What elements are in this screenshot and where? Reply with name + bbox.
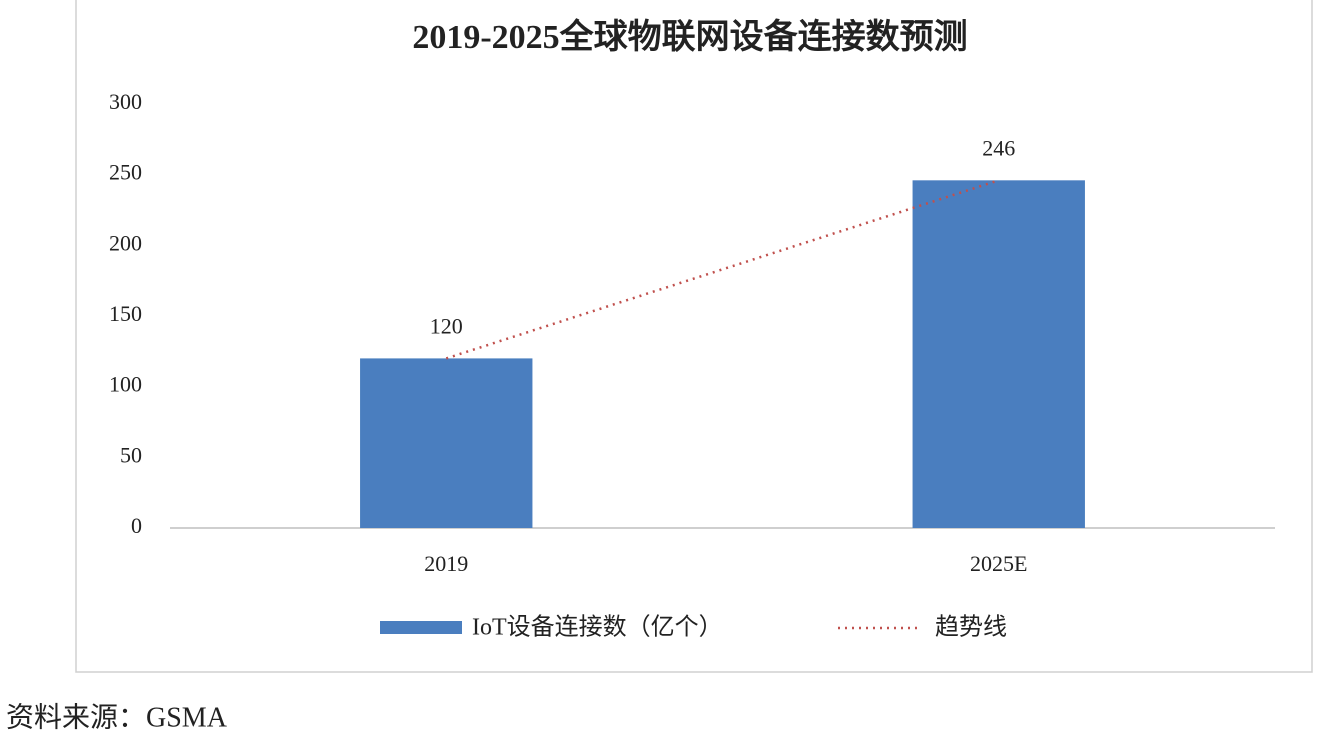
- legend-label: 趋势线: [935, 614, 1007, 641]
- legend-label: IoT设备连接数（亿个）: [472, 614, 723, 641]
- bar: [912, 180, 1085, 528]
- data-label: 120: [430, 313, 463, 338]
- bar: [360, 358, 533, 528]
- chart-title: 2019-2025全球物联网设备连接数预测: [412, 17, 967, 56]
- x-tick-label: 2025E: [970, 551, 1027, 576]
- y-tick-label: 0: [131, 513, 142, 538]
- data-label: 246: [982, 135, 1015, 160]
- chart-frame: [75, 0, 1313, 673]
- y-tick-label: 50: [120, 442, 142, 467]
- y-tick-label: 100: [109, 372, 142, 397]
- y-tick-label: 250: [109, 160, 142, 185]
- source-note: 资料来源：GSMA: [6, 701, 228, 733]
- trendline: [445, 179, 1000, 360]
- legend-swatch: [380, 621, 462, 634]
- y-tick-label: 300: [109, 89, 142, 114]
- y-tick-label: 150: [109, 301, 142, 326]
- y-tick-label: 200: [109, 230, 142, 255]
- x-tick-label: 2019: [424, 551, 468, 576]
